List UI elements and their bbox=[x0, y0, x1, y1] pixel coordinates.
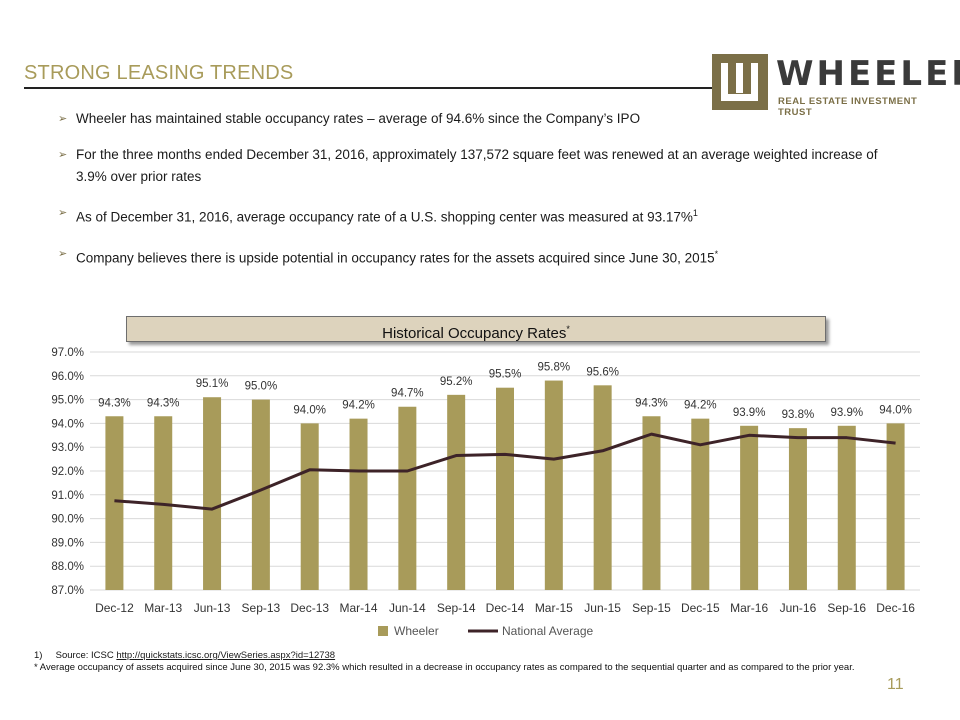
x-tick-label: Mar-13 bbox=[144, 601, 182, 615]
y-tick-label: 89.0% bbox=[51, 537, 84, 549]
x-tick-label: Dec-13 bbox=[290, 601, 329, 615]
x-tick-label: Dec-15 bbox=[681, 601, 720, 615]
asterisk-footnote: * Average occupancy of assets acquired s… bbox=[34, 662, 855, 673]
x-tick-label: Mar-14 bbox=[340, 601, 378, 615]
bar-wheeler bbox=[251, 399, 270, 590]
bullet-item: ➢ For the three months ended December 31,… bbox=[58, 144, 898, 188]
bar-data-label: 94.2% bbox=[684, 400, 717, 412]
page-number: 11 bbox=[887, 676, 904, 693]
x-tick-label: Jun-15 bbox=[584, 601, 621, 615]
x-tick-label: Jun-13 bbox=[194, 601, 231, 615]
source-link[interactable]: http://quickstats.icsc.org/ViewSeries.as… bbox=[116, 650, 336, 661]
slide-title: STRONG LEASING TRENDS bbox=[24, 62, 294, 84]
bar-data-label: 94.2% bbox=[342, 400, 375, 412]
y-tick-label: 91.0% bbox=[51, 490, 84, 502]
bar-wheeler bbox=[496, 387, 514, 590]
bar-wheeler bbox=[544, 380, 563, 590]
logo-mark-icon bbox=[712, 54, 768, 110]
y-tick-label: 93.0% bbox=[51, 442, 84, 454]
footnote-marker: * bbox=[714, 248, 719, 259]
x-tick-label: Jun-16 bbox=[780, 601, 817, 615]
x-tick-label: Sep-15 bbox=[632, 601, 671, 615]
bar-data-label: 95.0% bbox=[245, 381, 278, 393]
footnotes: 1) Source: ICSC http://quickstats.icsc.o… bbox=[34, 650, 874, 674]
bullet-item: ➢ Company believes there is upside potent… bbox=[58, 243, 898, 270]
bar-wheeler bbox=[349, 418, 368, 590]
occupancy-chart: 94.3% 94.3% 95.1% 95.0% 94.0% 94.2% 94.7% 95.2%… bbox=[51, 347, 920, 638]
bar-data-label: 94.3% bbox=[635, 397, 668, 409]
bar-wheeler bbox=[691, 418, 710, 590]
bullet-item: ➢ As of December 31, 2016, average occupa… bbox=[58, 202, 898, 229]
source-footnote: 1) Source: ICSC http://quickstats.icsc.o… bbox=[34, 650, 336, 661]
legend-label-national: National Average bbox=[502, 624, 594, 638]
bar-wheeler bbox=[886, 423, 905, 590]
bar-wheeler bbox=[593, 385, 612, 590]
bar-data-label: 95.6% bbox=[586, 366, 619, 378]
bullet-item: ➢ Wheeler has maintained stable occupancy… bbox=[58, 108, 898, 130]
bar-data-label: 94.3% bbox=[147, 397, 180, 409]
bar-wheeler bbox=[105, 416, 124, 590]
bar-wheeler bbox=[788, 428, 807, 590]
x-tick-label: Dec-14 bbox=[486, 601, 525, 615]
y-tick-label: 95.0% bbox=[51, 395, 84, 407]
bar-wheeler bbox=[837, 425, 856, 590]
x-tick-label: Mar-15 bbox=[535, 601, 573, 615]
bar-data-label: 93.9% bbox=[830, 407, 863, 419]
y-tick-label: 94.0% bbox=[51, 418, 84, 430]
bar-wheeler bbox=[642, 416, 661, 590]
y-tick-label: 87.0% bbox=[51, 585, 84, 597]
arrow-bullet-icon: ➢ bbox=[58, 149, 68, 161]
bar-data-label: 94.3% bbox=[98, 397, 131, 409]
y-tick-label: 90.0% bbox=[51, 514, 84, 526]
arrow-bullet-icon: ➢ bbox=[58, 247, 68, 260]
bar-wheeler bbox=[203, 397, 222, 590]
bar-data-label: 94.0% bbox=[293, 404, 326, 416]
x-tick-label: Dec-12 bbox=[95, 601, 134, 615]
x-tick-label: Jun-14 bbox=[389, 601, 426, 615]
bar-wheeler bbox=[398, 406, 417, 590]
y-tick-label: 92.0% bbox=[51, 466, 84, 478]
x-tick-label: Sep-13 bbox=[242, 601, 281, 615]
bar-data-label: 94.0% bbox=[879, 404, 912, 416]
bar-data-label: 95.8% bbox=[538, 362, 571, 374]
x-tick-label: Sep-14 bbox=[437, 601, 476, 615]
x-tick-label: Mar-16 bbox=[730, 601, 768, 615]
y-tick-label: 97.0% bbox=[51, 347, 84, 359]
bar-wheeler bbox=[447, 394, 466, 590]
bar-data-label: 93.9% bbox=[733, 407, 766, 419]
arrow-bullet-icon: ➢ bbox=[58, 207, 68, 219]
arrow-bullet-icon: ➢ bbox=[58, 113, 68, 125]
chart-title: Historical Occupancy Rates* bbox=[126, 316, 826, 342]
logo-tagline: REAL ESTATE INVESTMENT TRUST bbox=[778, 96, 918, 118]
y-tick-label: 88.0% bbox=[51, 561, 84, 573]
bar-data-label: 95.2% bbox=[440, 376, 473, 388]
bar-data-label: 93.8% bbox=[782, 409, 815, 421]
national-average-line bbox=[114, 432, 896, 511]
x-tick-label: Dec-16 bbox=[876, 601, 915, 615]
bar-wheeler bbox=[300, 423, 319, 590]
bar-data-label: 95.5% bbox=[489, 369, 522, 381]
legend-swatch-wheeler bbox=[378, 626, 388, 636]
bullet-list: ➢ Wheeler has maintained stable occupancy… bbox=[58, 108, 898, 283]
x-tick-label: Sep-16 bbox=[827, 601, 866, 615]
footnote-marker: 1 bbox=[692, 208, 698, 218]
y-tick-label: 96.0% bbox=[51, 371, 84, 383]
legend-label-wheeler: Wheeler bbox=[394, 624, 439, 638]
bar-data-label: 94.7% bbox=[391, 388, 424, 400]
title-rule bbox=[24, 87, 714, 89]
bar-data-label: 95.1% bbox=[196, 378, 229, 390]
bar-wheeler bbox=[740, 425, 759, 590]
